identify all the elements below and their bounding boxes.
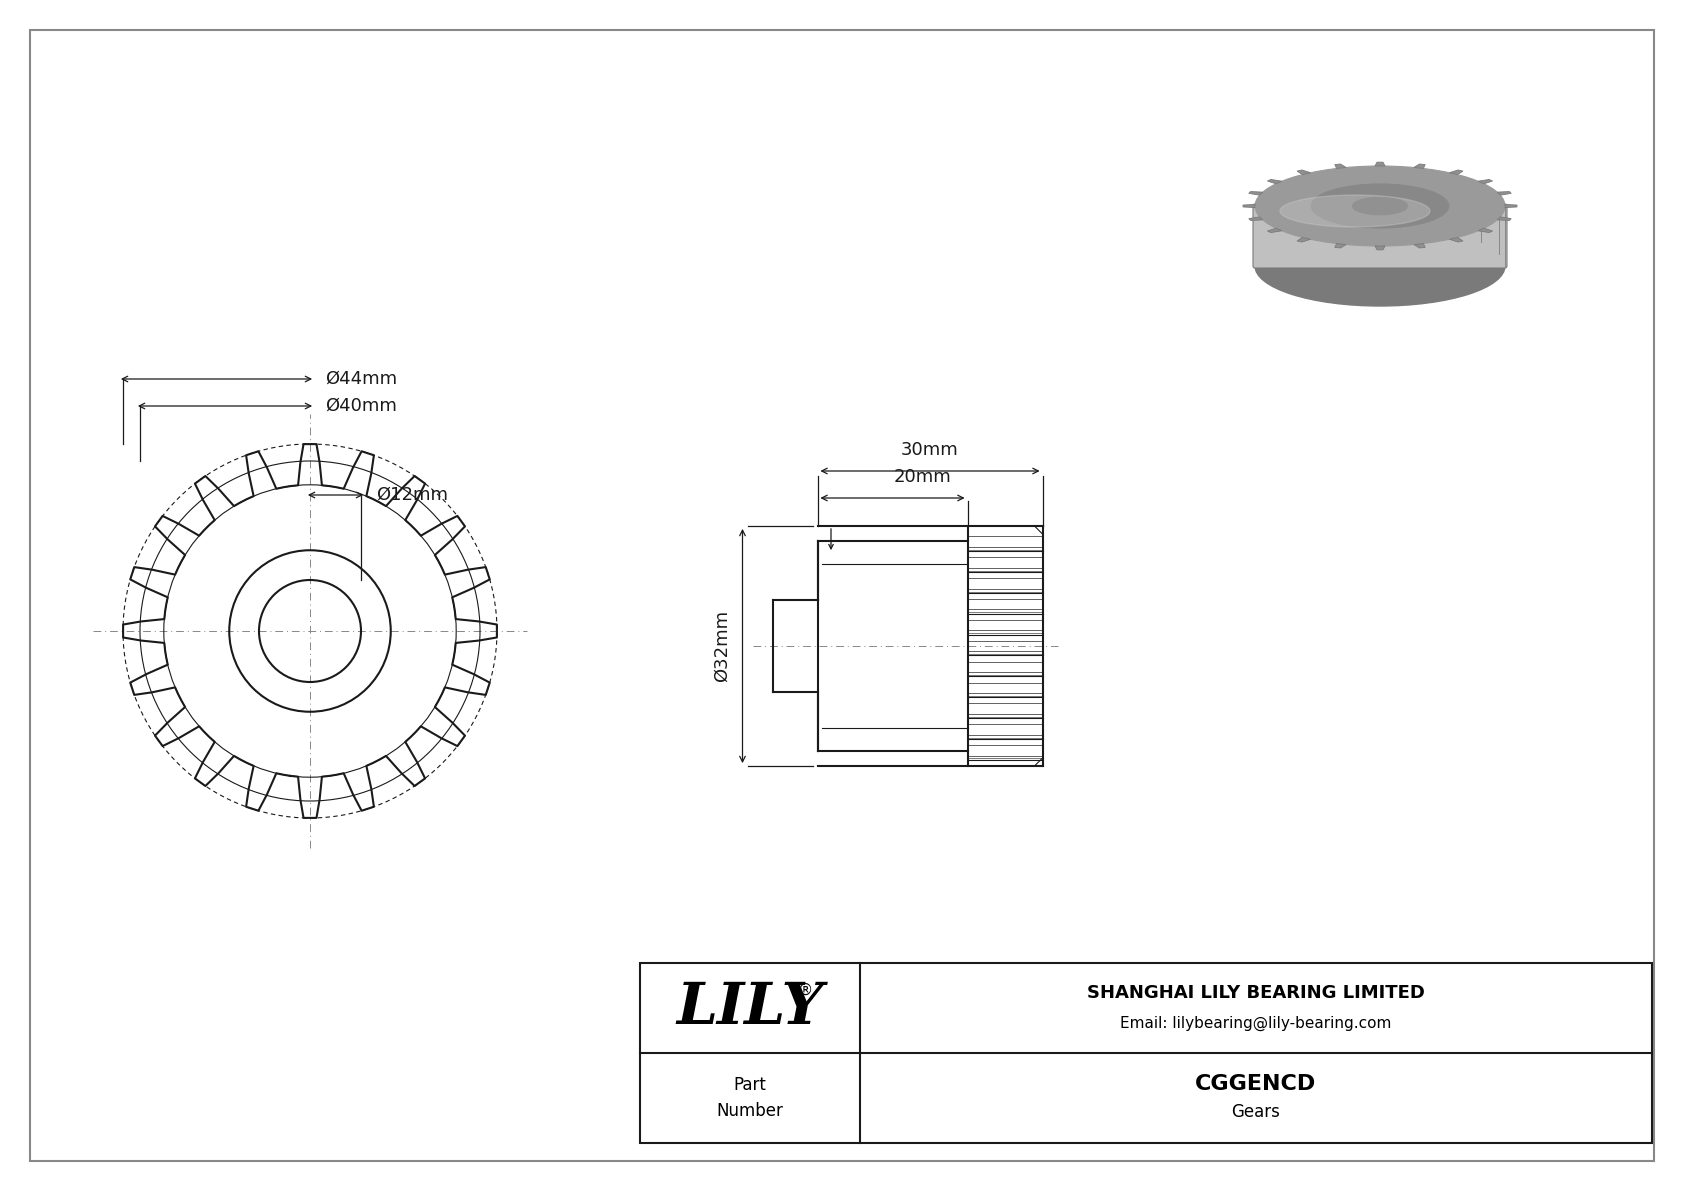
Polygon shape xyxy=(1376,162,1384,166)
Polygon shape xyxy=(1297,237,1310,242)
Polygon shape xyxy=(1250,217,1263,220)
Polygon shape xyxy=(1376,247,1384,250)
Ellipse shape xyxy=(1255,226,1505,306)
Text: Ø40mm: Ø40mm xyxy=(325,397,397,414)
Text: Ø12mm: Ø12mm xyxy=(376,486,448,504)
Polygon shape xyxy=(1479,180,1492,183)
Ellipse shape xyxy=(1352,198,1408,214)
Text: 30mm: 30mm xyxy=(901,441,958,459)
Polygon shape xyxy=(1479,229,1492,232)
Ellipse shape xyxy=(1280,195,1430,227)
Ellipse shape xyxy=(1255,166,1505,247)
Polygon shape xyxy=(1268,229,1282,232)
Text: Part
Number: Part Number xyxy=(717,1075,783,1121)
Polygon shape xyxy=(1497,192,1511,195)
Polygon shape xyxy=(1335,164,1346,168)
Text: Email: lilybearing@lily-bearing.com: Email: lilybearing@lily-bearing.com xyxy=(1120,1016,1391,1030)
Bar xyxy=(640,964,1652,1143)
Polygon shape xyxy=(1243,205,1255,207)
Text: CGGENCD: CGGENCD xyxy=(1196,1074,1317,1095)
FancyBboxPatch shape xyxy=(1253,204,1507,268)
Polygon shape xyxy=(1505,205,1517,207)
Polygon shape xyxy=(1268,180,1282,183)
Polygon shape xyxy=(1450,237,1463,242)
Text: LILY: LILY xyxy=(677,980,823,1036)
Text: Ø32mm: Ø32mm xyxy=(712,610,731,682)
Polygon shape xyxy=(1450,170,1463,175)
Polygon shape xyxy=(1250,192,1263,195)
Ellipse shape xyxy=(1312,183,1448,227)
Polygon shape xyxy=(1297,170,1310,175)
Polygon shape xyxy=(1415,164,1425,168)
Text: ®: ® xyxy=(798,983,813,998)
Text: SHANGHAI LILY BEARING LIMITED: SHANGHAI LILY BEARING LIMITED xyxy=(1088,984,1425,1002)
Polygon shape xyxy=(1335,243,1346,248)
Text: Gears: Gears xyxy=(1231,1103,1280,1121)
Polygon shape xyxy=(1497,217,1511,220)
Text: Ø44mm: Ø44mm xyxy=(325,370,397,388)
Polygon shape xyxy=(1415,243,1425,248)
Text: 20mm: 20mm xyxy=(894,468,951,486)
